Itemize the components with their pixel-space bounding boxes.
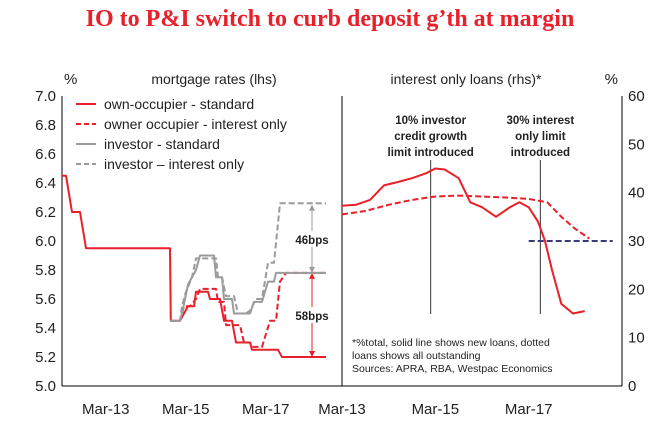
policy-annotation-text: 10% investor [395, 115, 466, 127]
left-y-tick-label: 7.0 [35, 88, 56, 105]
legend-label: own-occupier - standard [104, 96, 254, 112]
line-series [170, 202, 326, 322]
right-y-unit: % [605, 71, 618, 88]
line-series [62, 174, 326, 358]
right-y-tick-label: 0 [628, 378, 636, 395]
left-y-tick-label: 5.6 [35, 291, 56, 308]
legend-label: investor – interest only [104, 156, 244, 172]
legend-label: owner occupier - interest only [104, 116, 287, 132]
left-x-tick-label: Mar-17 [242, 401, 290, 418]
policy-annotation-text: credit growth [394, 131, 467, 143]
source-note-line: Sources: APRA, RBA, Westpac Economics [352, 363, 553, 375]
right-y-tick-label: 60 [628, 88, 645, 105]
right-y-tick-label: 50 [628, 136, 645, 153]
source-note-line: loans shows all outstanding [352, 350, 481, 362]
source-note-line: *%total, solid line shows new loans, dot… [352, 337, 550, 349]
left-y-tick-label: 6.4 [35, 175, 56, 192]
left-y-tick-label: 6.6 [35, 146, 56, 163]
left-y-tick-label: 5.2 [35, 349, 56, 366]
line-series [341, 167, 585, 315]
bps-arrow-head [309, 272, 315, 279]
left-y-tick-label: 5.0 [35, 378, 56, 395]
right-x-tick-label: Mar-17 [505, 401, 553, 418]
left-x-tick-label: Mar-15 [162, 401, 210, 418]
policy-annotation-text: introduced [511, 147, 570, 159]
right-x-tick-label: Mar-15 [412, 401, 460, 418]
bps-label-bg [290, 306, 334, 323]
bps-arrow-head [309, 351, 315, 357]
right-panel-title: interest only loans (rhs)* [391, 71, 543, 87]
left-y-tick-label: 5.4 [35, 320, 56, 337]
line-series [170, 271, 326, 348]
left-y-tick-label: 6.0 [35, 233, 56, 250]
right-y-tick-label: 40 [628, 185, 645, 202]
right-y-tick-label: 20 [628, 281, 645, 298]
bps-arrow-head [309, 266, 315, 273]
right-y-tick-label: 30 [628, 233, 645, 250]
bps-label: 46bps [295, 235, 328, 247]
left-panel-title: mortgage rates (lhs) [151, 71, 276, 87]
policy-annotation-text: limit introduced [388, 147, 474, 159]
left-x-tick-label: Mar-13 [82, 401, 130, 418]
left-y-tick-label: 5.8 [35, 262, 56, 279]
bps-arrow-head [309, 204, 315, 211]
bps-label: 58bps [295, 311, 328, 323]
bps-label-bg [290, 230, 334, 247]
left-y-unit: % [64, 71, 77, 88]
left-y-tick-label: 6.2 [35, 204, 56, 221]
policy-annotation-text: only limit [515, 131, 566, 143]
chart-title: IO to P&I switch to curb deposit g’th at… [85, 6, 575, 32]
policy-annotation-text: 30% interest [506, 115, 574, 127]
legend-label: investor - standard [104, 136, 220, 152]
left-y-tick-label: 6.8 [35, 117, 56, 134]
right-x-tick-label: Mar-13 [318, 401, 366, 418]
right-y-tick-label: 10 [628, 330, 645, 347]
line-series [341, 194, 590, 240]
